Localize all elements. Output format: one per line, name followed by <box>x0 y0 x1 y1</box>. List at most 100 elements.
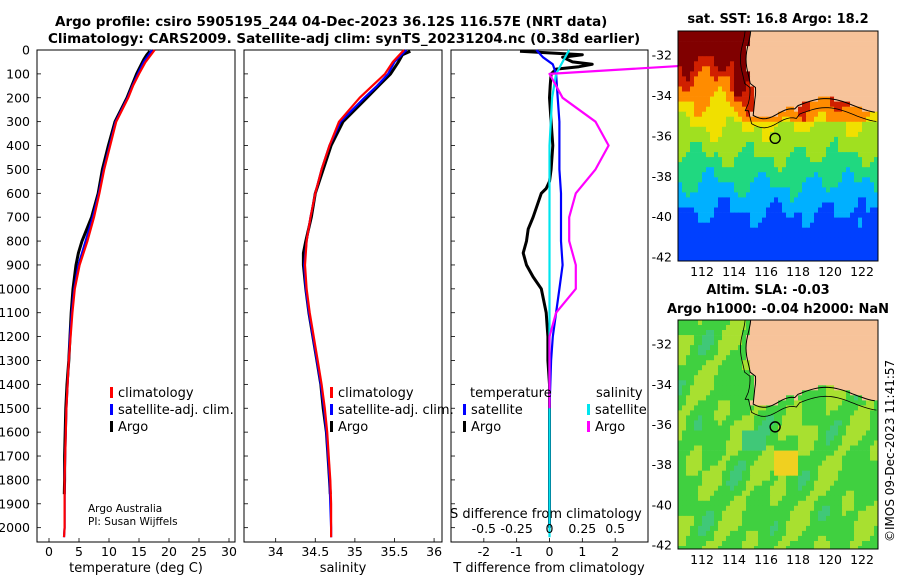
sst-map-cell <box>778 187 783 193</box>
sla-map-cell <box>846 365 851 371</box>
sla-map-cell <box>822 420 827 426</box>
sla-map-cell <box>710 350 715 356</box>
sst-map-cell <box>746 157 751 163</box>
sla-map-cell <box>862 360 867 366</box>
sst-map-cell <box>706 71 711 77</box>
sla-map-cell <box>694 420 699 426</box>
sst-map-cell <box>698 187 703 193</box>
sst-map-cell <box>846 192 851 198</box>
sla-map-cell <box>854 546 859 549</box>
sst-map-cell <box>746 46 751 52</box>
sla-map-cell <box>842 375 847 381</box>
legend-swatch-argo <box>330 421 333 432</box>
sst-map-cell <box>770 71 775 77</box>
sla-map-cell <box>874 530 878 537</box>
sla-map-cell <box>690 460 695 466</box>
sla-map-cell <box>726 415 731 421</box>
sst-map-cell <box>694 31 699 37</box>
sst-map-cell <box>750 46 755 52</box>
sst-map-cell <box>774 222 779 229</box>
sla-map-cell <box>826 430 831 436</box>
sst-map-cell <box>710 167 715 173</box>
sst-map-cell <box>758 207 763 213</box>
sst-map-cell <box>746 202 751 208</box>
sla-map-cell <box>830 375 835 381</box>
sla-map-cell <box>778 520 783 527</box>
sst-map-cell <box>718 76 723 82</box>
sla-map-cell <box>794 330 799 336</box>
sst-map-cell <box>702 232 707 239</box>
sla-map-cell <box>710 465 715 471</box>
sla-map-cell <box>730 370 735 376</box>
sla-map-cell <box>846 455 851 461</box>
sla-map-cell <box>718 360 723 366</box>
sst-map-cell <box>818 131 823 138</box>
sla-map-cell <box>790 380 795 386</box>
sla-map-cell <box>738 405 743 411</box>
sst-map-cell <box>870 197 875 203</box>
sla-map-cell <box>790 520 795 527</box>
sla-map-cell <box>846 345 851 351</box>
sst-map-cell <box>866 101 871 107</box>
sst-map-cell <box>854 66 859 72</box>
sst-map-cell <box>778 172 783 178</box>
sla-map-cell <box>722 440 727 446</box>
sst-map-cell <box>838 187 843 193</box>
sla-map-cell <box>870 375 875 381</box>
sst-map-cell <box>722 126 727 133</box>
sst-map-cell <box>846 131 851 138</box>
sst-map-cell <box>686 258 691 261</box>
sla-map-cell <box>806 365 811 371</box>
sst-map-cell <box>806 101 811 107</box>
sst-map-cell <box>698 106 703 113</box>
sst-map-cell <box>846 86 851 92</box>
sla-map-cell <box>870 480 875 487</box>
sla-map-cell <box>742 530 747 537</box>
sst-map-cell <box>866 41 871 47</box>
sst-map-cell <box>722 111 727 118</box>
sst-map-cell <box>702 177 707 183</box>
sst-map-cell <box>698 136 703 143</box>
difference-x-tick-label: -2 <box>478 544 490 559</box>
sst-map-cell <box>838 202 843 208</box>
sst-map-cell <box>818 157 823 163</box>
sst-map-cell <box>842 172 847 178</box>
sla-map-cell <box>782 530 787 537</box>
sla-map-cell <box>682 390 687 396</box>
sla-map-cell <box>870 440 875 446</box>
sst-map-cell <box>826 237 831 244</box>
sla-map-cell <box>778 515 783 522</box>
sst-map-cell <box>826 106 831 113</box>
sla-map-cell <box>798 490 803 497</box>
sst-map-cell <box>738 142 743 148</box>
sla-map-cell <box>738 485 743 492</box>
sst-map-cell <box>770 232 775 239</box>
sla-map-cell <box>786 345 791 351</box>
sst-map-cell <box>866 177 871 183</box>
sst-map-cell <box>802 46 807 52</box>
sst-map-cell <box>818 252 823 259</box>
sst-map-cell <box>858 36 863 42</box>
sst-map-cell <box>834 227 839 234</box>
sst-map-cell <box>710 66 715 72</box>
sla-map-cell <box>802 440 807 446</box>
sst-map-cell <box>726 202 731 208</box>
sst-map-cell <box>766 136 771 143</box>
sst-map-cell <box>870 71 875 77</box>
sst-map-cell <box>790 182 795 188</box>
sst-map-cell <box>834 217 839 223</box>
figure-title-line1: Argo profile: csiro 5905195_244 04-Dec-2… <box>55 14 608 30</box>
sst-map-cell <box>834 182 839 188</box>
sst-map-cell <box>786 116 791 123</box>
sst-map-cell <box>790 56 795 62</box>
sst-map-cell <box>850 237 855 244</box>
sla-map-cell <box>794 530 799 537</box>
sst-map-cell <box>758 96 763 102</box>
sst-map-cell <box>686 46 691 52</box>
sla-map-cell <box>774 380 779 386</box>
sla-map-cell <box>862 460 867 466</box>
sla-map-cell <box>770 380 775 386</box>
sla-map-cell <box>682 405 687 411</box>
sst-map-cell <box>682 81 687 87</box>
sst-map-cell <box>818 111 823 118</box>
